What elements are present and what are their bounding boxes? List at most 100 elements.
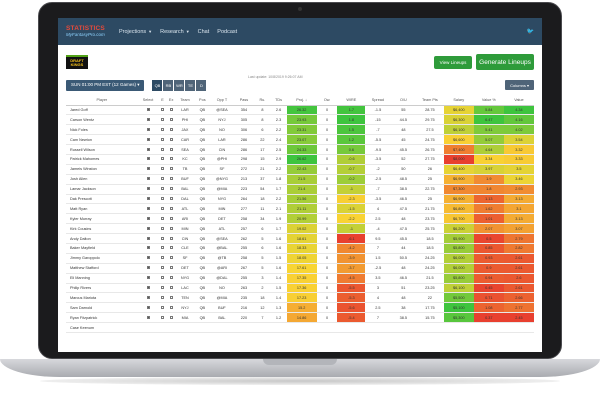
exclude-checkbox[interactable] — [160, 256, 164, 260]
select-checkbox[interactable] — [146, 295, 150, 299]
exclude-checkbox[interactable] — [160, 127, 164, 131]
cell-e[interactable] — [158, 292, 167, 304]
cell-ex[interactable] — [166, 243, 176, 254]
select-checkbox[interactable] — [146, 167, 150, 171]
column-header[interactable]: E — [158, 96, 167, 106]
nav-item-chat[interactable]: Chat — [198, 29, 210, 35]
table-row[interactable]: Sam Darnold NYJ QB BUF 216 12 1.3 15.2 0 -5.6 2.5 3… — [66, 302, 534, 314]
cell-e[interactable] — [158, 124, 167, 136]
cell-sel[interactable] — [137, 243, 159, 254]
cell-sel[interactable] — [137, 164, 159, 175]
cell-sel[interactable] — [137, 322, 159, 333]
cell-ex[interactable] — [166, 253, 176, 264]
position-tab-qb[interactable]: QB — [152, 79, 163, 91]
exclude-checkbox[interactable] — [169, 236, 173, 240]
select-checkbox[interactable] — [146, 206, 150, 210]
cell-ex[interactable] — [166, 105, 176, 116]
cell-ex[interactable] — [166, 144, 176, 155]
select-checkbox[interactable] — [146, 107, 150, 111]
column-header[interactable]: Value % — [473, 96, 504, 106]
table-row[interactable]: Matthew Stafford DET QB @ARI 267 5 1.6 17.61 0 -3… — [66, 263, 534, 274]
position-tab-te[interactable]: TE — [185, 79, 196, 91]
select-checkbox[interactable] — [146, 266, 150, 270]
select-checkbox[interactable] — [146, 216, 150, 220]
exclude-checkbox[interactable] — [169, 157, 173, 161]
select-checkbox[interactable] — [146, 117, 150, 121]
table-row[interactable]: Andy Dalton CIN QB @SEA 262 5 1.6 18.61 0 -6.1 9.5… — [66, 233, 534, 244]
exclude-checkbox[interactable] — [160, 157, 164, 161]
table-row[interactable]: Jimmy Garoppolo SF QB @TB 258 5 1.5 18.05 0 -3.9 1… — [66, 253, 534, 264]
exclude-checkbox[interactable] — [169, 187, 173, 191]
exclude-checkbox[interactable] — [160, 147, 164, 151]
exclude-checkbox[interactable] — [160, 276, 164, 280]
table-row[interactable]: Jameis Winston TB QB SF 272 21 2.2 22.43 0 -0.7 -2… — [66, 164, 534, 175]
table-row[interactable]: Eli Manning NYG QB @DAL 255 3 1.4 17.35 0 -4.5 3.5… — [66, 273, 534, 284]
exclude-checkbox[interactable] — [160, 187, 164, 191]
exclude-checkbox[interactable] — [169, 206, 173, 210]
cell-ex[interactable] — [166, 124, 176, 136]
generate-lineups-button[interactable]: Generate Lineups — [476, 54, 534, 70]
exclude-checkbox[interactable] — [169, 117, 173, 121]
exclude-checkbox[interactable] — [169, 266, 173, 270]
cell-ex[interactable] — [166, 184, 176, 195]
select-checkbox[interactable] — [146, 246, 150, 250]
column-header[interactable]: O/U — [390, 96, 417, 106]
exclude-checkbox[interactable] — [169, 167, 173, 171]
cell-sel[interactable] — [137, 105, 159, 116]
exclude-checkbox[interactable] — [160, 285, 164, 289]
exclude-checkbox[interactable] — [169, 295, 173, 299]
cell-sel[interactable] — [137, 292, 159, 304]
twitter-icon[interactable]: 🐦 — [526, 29, 534, 35]
table-row[interactable]: Kyler Murray ARI QB DET 258 34 1.9 20.99 0 -2.2 2.… — [66, 213, 534, 225]
column-header[interactable]: TDs — [270, 96, 287, 106]
cell-ex[interactable] — [166, 302, 176, 314]
exclude-checkbox[interactable] — [169, 127, 173, 131]
table-row[interactable]: Russell Wilson SEA QB CIN 286 17 2.5 24.33 0 0.6-… — [66, 144, 534, 155]
select-checkbox[interactable] — [146, 276, 150, 280]
cell-sel[interactable] — [137, 312, 159, 324]
select-checkbox[interactable] — [146, 187, 150, 191]
exclude-checkbox[interactable] — [169, 196, 173, 200]
select-checkbox[interactable] — [146, 196, 150, 200]
column-header[interactable]: Proj. ↓ — [286, 96, 317, 106]
cell-sel[interactable] — [137, 263, 159, 274]
exclude-checkbox[interactable] — [169, 147, 173, 151]
cell-ex[interactable] — [166, 233, 176, 244]
table-row[interactable]: Jared Goff LAR QB @SEA 354 8 2.6 26.32 0 1.7 -1.5 5… — [66, 105, 534, 116]
cell-ex[interactable] — [166, 213, 176, 225]
nav-item-projections[interactable]: Projections ▼ — [119, 29, 152, 35]
exclude-checkbox[interactable] — [169, 216, 173, 220]
exclude-checkbox[interactable] — [160, 107, 164, 111]
cell-e[interactable] — [158, 194, 167, 205]
select-checkbox[interactable] — [146, 315, 150, 319]
cell-sel[interactable] — [137, 194, 159, 205]
cell-sel[interactable] — [137, 154, 159, 165]
cell-ex[interactable] — [166, 203, 176, 215]
cell-ex[interactable] — [166, 194, 176, 205]
cell-e[interactable] — [158, 154, 167, 165]
column-header[interactable]: Pass — [233, 96, 255, 106]
cell-e[interactable] — [158, 233, 167, 244]
cell-e[interactable] — [158, 243, 167, 254]
cell-sel[interactable] — [137, 223, 159, 235]
cell-sel[interactable] — [137, 203, 159, 215]
cell-sel[interactable] — [137, 233, 159, 244]
cell-e[interactable] — [158, 144, 167, 155]
table-row[interactable]: Ryan Fitzpatrick MIA QB BAL 220 7 1.2 14.86 0 -5.… — [66, 312, 534, 324]
column-header[interactable]: Spread — [365, 96, 391, 106]
cell-e[interactable] — [158, 283, 167, 294]
cell-e[interactable] — [158, 223, 167, 235]
exclude-checkbox[interactable] — [160, 226, 164, 230]
cell-e[interactable] — [158, 164, 167, 175]
exclude-checkbox[interactable] — [160, 305, 164, 309]
column-header[interactable]: Opp T — [210, 96, 234, 106]
exclude-checkbox[interactable] — [169, 285, 173, 289]
cell-ex[interactable] — [166, 134, 176, 146]
cell-ex[interactable] — [166, 312, 176, 324]
select-checkbox[interactable] — [146, 177, 150, 181]
cell-e[interactable] — [158, 312, 167, 324]
table-row[interactable]: Lamar Jackson BAL QB @MIA 223 54 1.7 21.4 0 -1 -7 3… — [66, 184, 534, 195]
table-row[interactable]: Case Keenum — [66, 322, 534, 333]
cell-e[interactable] — [158, 322, 167, 333]
cell-ex[interactable] — [166, 223, 176, 235]
